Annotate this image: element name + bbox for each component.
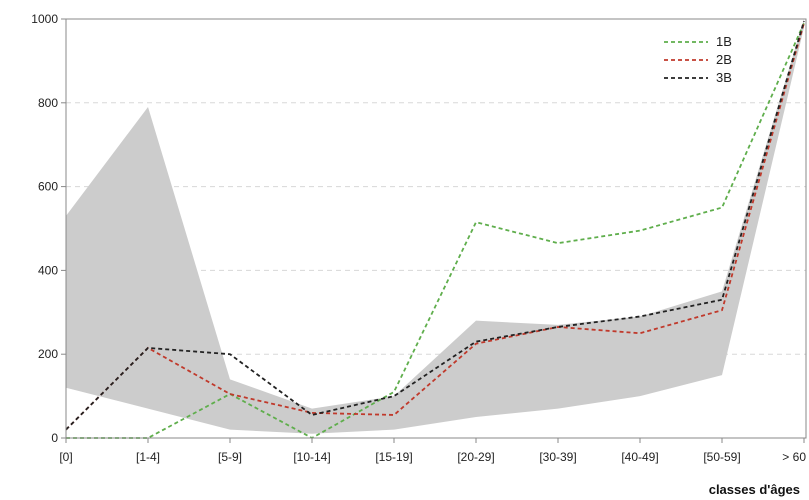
x-tick-label: [30-39] — [539, 450, 576, 464]
y-tick-label: 1000 — [31, 12, 58, 26]
series-line-3b — [65, 20, 805, 431]
legend-label-3b: 3B — [716, 70, 732, 85]
x-tick-label: > 60 — [782, 450, 806, 464]
legend-label-2b: 2B — [716, 52, 732, 67]
series-line-1b — [66, 22, 805, 440]
series-lines — [65, 20, 805, 440]
legend-label-1b: 1B — [716, 34, 732, 49]
y-tick-label: 0 — [51, 431, 58, 445]
plot-frame — [65, 18, 807, 439]
y-tick-labels: 0 200 400 600 800 1000 — [31, 12, 58, 445]
axes — [61, 18, 807, 443]
x-tick-label: [40-49] — [621, 450, 658, 464]
series-line-2b — [65, 22, 805, 431]
y-tick-label: 200 — [38, 347, 58, 361]
range-band-area — [66, 19, 804, 434]
y-tick-label: 600 — [38, 180, 58, 194]
x-tick-label: [15-19] — [375, 450, 412, 464]
x-tick-label: [20-29] — [457, 450, 494, 464]
x-tick-labels: [0] [1-4] [5-9] [10-14] [15-19] [20-29] [30-39… — [59, 450, 806, 464]
y-tick-label: 400 — [38, 263, 58, 277]
x-tick-label: [10-14] — [293, 450, 330, 464]
y-tick-label: 800 — [38, 96, 58, 110]
x-tick-label: [50-59] — [703, 450, 740, 464]
legend: 1B 2B 3B — [664, 34, 732, 85]
range-band — [66, 19, 804, 434]
x-tick-label: [5-9] — [218, 450, 242, 464]
x-tick-label: [1-4] — [136, 450, 160, 464]
x-axis-title: classes d'âges — [709, 482, 800, 497]
x-tick-label: [0] — [59, 450, 72, 464]
